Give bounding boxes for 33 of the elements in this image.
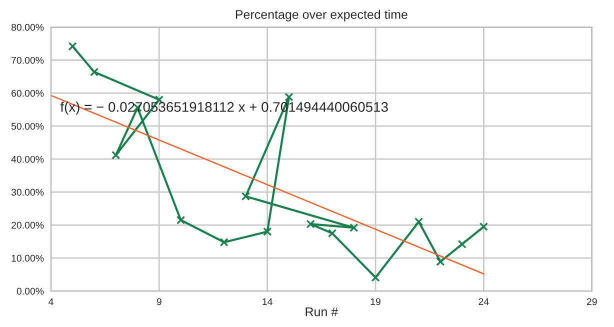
point (112, 150, 120, 160)
y-tick-label: 20.00% (12, 222, 44, 229)
x-tick-label: 19 (370, 298, 380, 306)
x-axis-title: Run # (306, 307, 338, 316)
point (479, 222, 488, 232)
point (436, 257, 445, 266)
point (284, 92, 294, 102)
y-tick-label: 60.00% (12, 90, 44, 97)
point (371, 273, 380, 282)
point (241, 192, 250, 201)
y-tick-label: 0.00% (16, 288, 44, 295)
point (263, 227, 272, 236)
point (458, 240, 466, 248)
point (414, 217, 424, 226)
x-tick-label: 4 (48, 298, 54, 306)
point (90, 68, 99, 76)
point (328, 228, 337, 238)
point (176, 216, 186, 224)
x-tick-label: 14 (262, 298, 272, 306)
y-tick-label: 80.00% (11, 24, 44, 31)
y-tick-label: 10.00% (12, 254, 44, 262)
point (68, 42, 77, 51)
x-tick-label: 29 (586, 298, 597, 306)
point (306, 220, 315, 228)
y-tick-label: 30.00% (11, 188, 44, 196)
point (350, 223, 358, 232)
y-tick-label: 50.00% (11, 122, 44, 130)
y-tick-label: 40.00% (11, 156, 44, 163)
point (220, 238, 228, 247)
x-tick-label: 9 (156, 298, 162, 306)
x-tick-label: 24 (478, 298, 489, 306)
chart-title: Percentage over expected time (236, 10, 408, 22)
y-tick-label: 70.00% (12, 56, 44, 64)
